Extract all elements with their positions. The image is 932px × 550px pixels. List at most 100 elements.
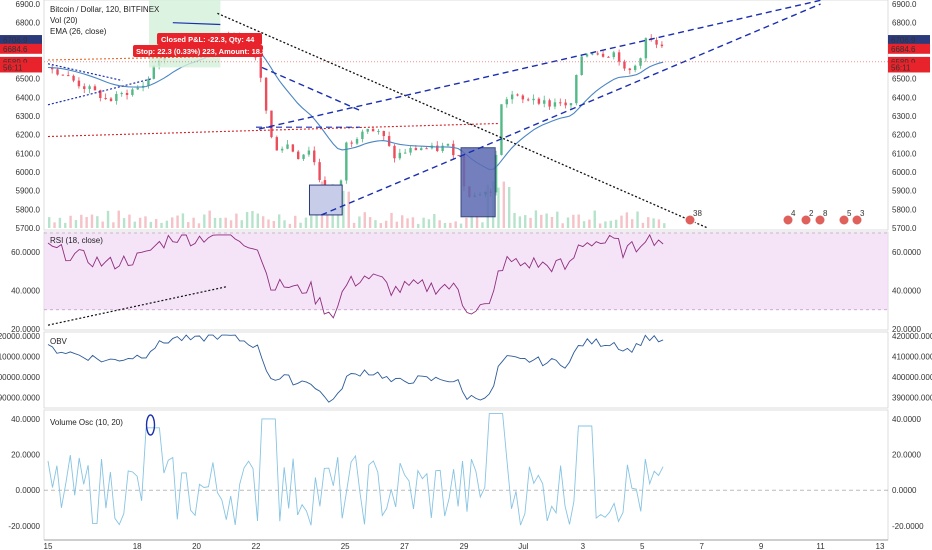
vol-legend: Vol (20) [50,16,78,25]
candle-body [537,98,541,104]
obv-pane[interactable]: 390000.0000 390000.0000 400000.0000 400000.… [0,332,932,403]
x-tick-label: 13 [876,542,885,550]
trade-label-line1: Closed P&L: -22.3, Qty: 44 [161,35,255,44]
rsi-tick-left: 60.0000 [11,248,40,257]
candle-body [286,144,289,149]
price-badge-left-text: 6706.9 [3,36,28,45]
volume-bar [507,187,511,228]
rsi-line [47,233,664,319]
rsi-tick-right: 60.0000 [892,248,921,257]
volume-bar [192,217,195,228]
price-badge-right [888,35,930,46]
candle-body [569,103,573,106]
vosc-tick-right: 0.0000 [892,486,917,495]
vosc-line [47,413,664,526]
candle-body [152,65,155,79]
candle-body [83,86,86,89]
price-badge-right-text: 56:11 [891,63,911,72]
volume-bar [219,217,222,228]
rsi-label: RSI (18, close) [50,236,103,245]
volume-bar [566,217,570,228]
price-tick-left: 6200.0 [16,131,41,140]
volume-bar [181,213,185,228]
price-badge-left-text: 6589.9 [3,58,28,67]
volume-bar [256,213,259,228]
price-tick-left: 6100.0 [16,149,41,158]
candle-body [521,95,525,100]
volume-bar [598,223,602,228]
volume-bar [502,181,506,228]
candle-body [607,56,610,58]
price-tick-right: 6100.0 [892,149,917,158]
volume-bar [288,223,292,228]
volume-bar [411,217,415,228]
rsi-band [44,233,888,310]
candle-body [580,56,583,75]
volume-bar [401,215,404,228]
x-tick-label: 27 [400,542,409,550]
x-tick-label: 3 [581,542,586,550]
volume-bar [620,215,623,228]
volume-bar [609,220,612,228]
price-badge-right-text: 6706.9 [891,36,916,45]
pane-frame-0 [43,0,889,231]
volume-bar [251,211,254,228]
event-badge-icon [814,214,826,226]
trade-label-line2: Stop: 22.3 (0.33%) 223, Amount: 18.8 [136,47,266,56]
rsi-pane[interactable]: 20.0000 20.0000 40.0000 40.0000 60.0000 60.00… [11,232,921,334]
chart-title: Bitcoin / Dollar, 120, BITFINEX [50,5,160,14]
volume-bar [465,217,468,228]
volume-bar [663,223,666,228]
volume-bar [261,216,265,228]
obv-tick-left: 390000.0000 [0,394,41,403]
candle-body [409,148,412,153]
volume-bar [475,216,479,228]
candle-body [452,143,455,156]
price-tick-left: 6000.0 [16,168,41,177]
obv-line [47,334,664,403]
candle-body [50,67,54,70]
candle-body [350,142,353,144]
candle-body [548,100,551,107]
volume-osc-pane[interactable]: -20.0000 -20.0000 0.0000 0.0000 20.0000 20.00… [8,413,924,531]
volume-bar [80,214,83,228]
price-tick-right: 6400.0 [892,93,917,102]
candle-body [575,74,578,104]
candle-body [436,145,439,151]
volume-osc-label: Volume Osc (10, 20) [50,418,123,427]
candle-body [280,148,284,151]
price-pane[interactable]: 5700.0 5700.0 5800.0 5800.0 5900.0 5900.0 6000… [16,0,917,233]
volume-bar [561,223,564,228]
candle-body [585,54,589,57]
x-tick-label: 18 [133,542,142,550]
volume-bar [647,217,650,228]
volume-bar [90,214,94,228]
volume-bar [69,215,72,228]
volume-bar [149,221,153,228]
volume-bar [550,216,554,228]
obv-tick-left: 410000.0000 [0,353,41,362]
price-tick-left: 5900.0 [16,187,41,196]
volume-bar [368,217,372,228]
volume-bar [572,214,575,228]
price-tick-left: 5700.0 [16,224,41,233]
volume-bar [604,221,607,228]
price-tick-right: 6900.0 [892,0,917,9]
event-badge-icon [851,214,863,226]
candle-body [99,90,102,99]
candle-body [543,100,546,104]
candle-body [61,74,65,76]
obv-tick-right: 410000.0000 [892,353,932,362]
obv-tick-left: 420000.0000 [0,332,41,341]
volume-bar [657,219,661,228]
price-tick-left: 6400.0 [16,93,41,102]
vosc-tick-right: 40.0000 [892,415,921,424]
volume-bar [529,217,532,228]
vosc-tick-left: 20.0000 [11,451,40,460]
trade-label[interactable]: Closed P&L: -22.3, Qty: 44 Stop: 22.3 (0… [133,33,266,57]
candle-body [345,142,348,181]
volume-bar [470,216,473,228]
candle-body [377,131,380,133]
volume-bar [203,214,206,228]
